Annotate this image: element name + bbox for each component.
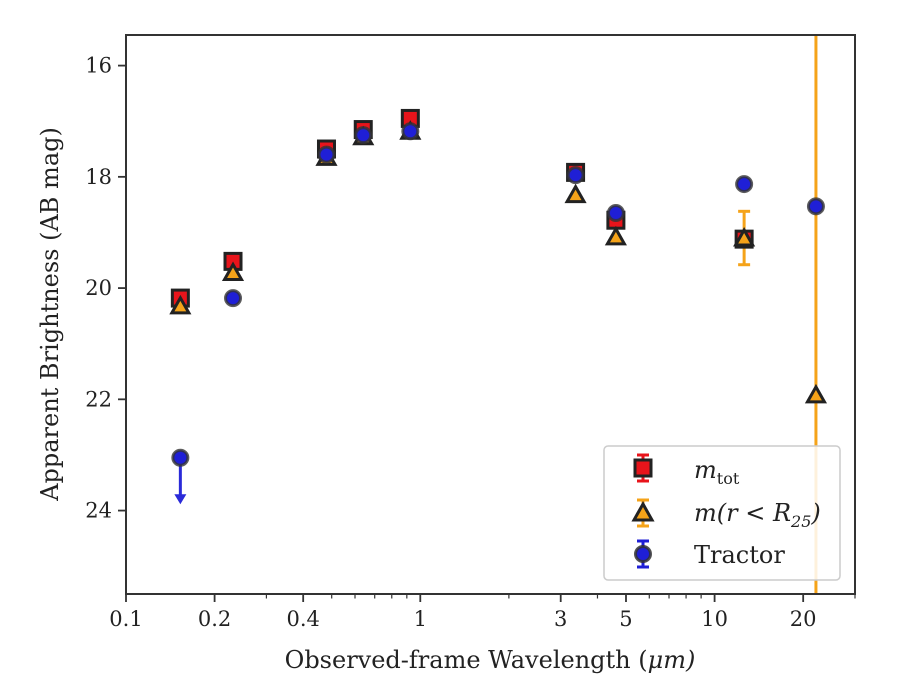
mr-marker (733, 226, 756, 247)
plot-frame (125, 34, 856, 595)
x-tick-label: 5 (619, 607, 632, 631)
y-axis-label: Apparent Brightness (AB mag) (36, 127, 64, 502)
x-tick-label: 3 (554, 607, 567, 631)
legend-mr-sub: 25 (790, 512, 811, 531)
tractor-marker (354, 126, 373, 145)
tractor-marker (317, 145, 336, 164)
tractor-marker (401, 122, 420, 141)
x-tick-label: 1 (414, 607, 427, 631)
y-tick-label: 22 (85, 387, 112, 411)
x-axis-label: Observed-frame Wavelength (μm) (285, 646, 696, 674)
x-tick-label: 20 (790, 607, 817, 631)
mr-marker (804, 383, 828, 404)
x-tick-label: 0.4 (286, 607, 319, 631)
legend-box (603, 445, 841, 581)
legend-mtot-main: m (694, 456, 717, 484)
legend-marker-mr (631, 498, 655, 528)
legend-mr-close: ) (810, 499, 820, 527)
x-tick-label: 10 (701, 607, 728, 631)
x-axis-label-main: Observed-frame Wavelength ( (285, 646, 648, 674)
tractor-marker (224, 289, 243, 308)
y-tick-label: 20 (85, 276, 112, 300)
mr-marker (604, 225, 627, 246)
mr-marker (169, 294, 192, 315)
legend-mr-main: m(r < R (694, 499, 791, 527)
legend-label-mtot: mtot (694, 456, 740, 488)
legend: mtot m(r < R25) Tractor (603, 445, 841, 581)
x-tick-label: 0.1 (109, 607, 142, 631)
y-tick-label: 18 (85, 165, 112, 189)
x-axis-label-unit-rest: m) (663, 646, 695, 674)
tractor-marker (606, 203, 625, 222)
tractor-marker (735, 175, 754, 194)
axis-ticks: 0.1 0.2 0.4 1 3 5 10 20 16 18 20 22 24 (85, 54, 856, 631)
tractor-marker (806, 197, 825, 216)
mr-marker (564, 183, 587, 204)
tractor-marker (566, 166, 585, 185)
mr-marker (221, 261, 245, 282)
tractor-marker (171, 448, 190, 467)
legend-label-tractor: Tractor (694, 541, 785, 569)
y-tick-label: 24 (85, 499, 112, 523)
legend-marker-tractor (634, 539, 652, 569)
y-tick-label: 16 (85, 54, 112, 78)
legend-label-mr: m(r < R25) (694, 499, 821, 531)
legend-marker-mtot (633, 453, 653, 483)
x-tick-label: 0.2 (198, 607, 231, 631)
legend-mtot-sub: tot (717, 469, 740, 488)
x-axis-label-unit: μ (648, 646, 664, 674)
data-marks (169, 35, 828, 594)
tractor-limit-arrowhead (174, 494, 187, 505)
